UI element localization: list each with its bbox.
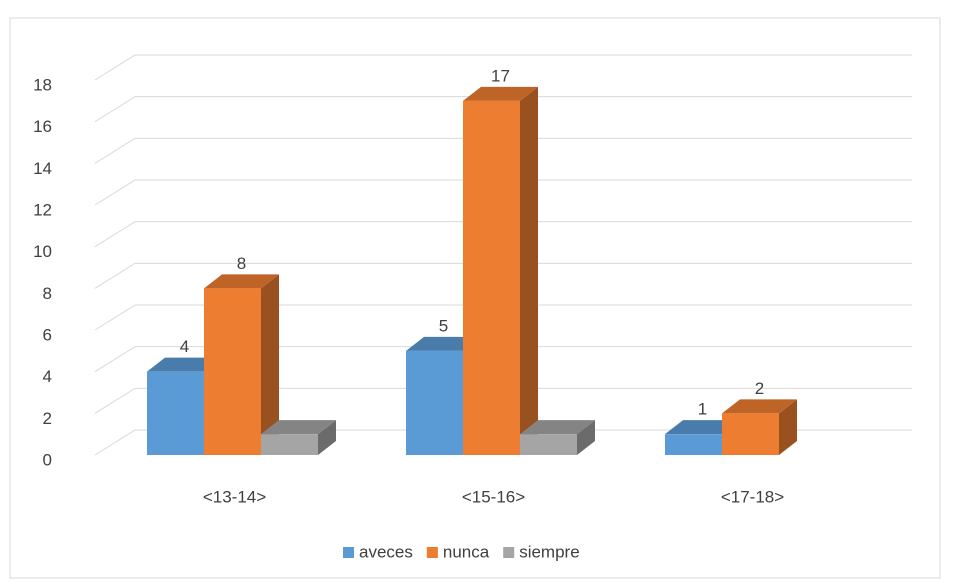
y-tick-label: 8: [43, 284, 52, 303]
bar: [147, 371, 204, 455]
legend-swatch: [343, 547, 354, 558]
grid-line: [94, 54, 912, 81]
x-tick-label: <15-16>: [462, 487, 525, 506]
bar-side: [577, 420, 595, 455]
bar-top: [463, 86, 538, 101]
y-tick-label: 14: [33, 159, 52, 178]
data-label: 5: [439, 316, 448, 335]
bar-top: [406, 336, 481, 351]
legend-label: nunca: [443, 542, 490, 561]
y-tick-label: 0: [43, 450, 52, 469]
y-tick-label: 4: [43, 367, 52, 386]
legend-swatch: [426, 547, 438, 558]
bar-top: [722, 399, 797, 414]
bar-top: [261, 420, 336, 435]
bar-top: [520, 420, 595, 435]
bar-top: [147, 357, 222, 372]
y-tick-label: 6: [43, 325, 52, 344]
data-label: 1: [698, 400, 707, 419]
data-label: 8: [237, 254, 246, 273]
x-tick-label: <13-14>: [203, 487, 266, 506]
bar-side: [261, 274, 279, 455]
bar: [520, 434, 577, 455]
bar-top: [204, 274, 279, 289]
legend-label: siempre: [519, 542, 579, 561]
y-tick-label: 12: [33, 200, 52, 219]
bar: [463, 100, 520, 455]
data-label: 2: [755, 379, 764, 398]
bar: [261, 434, 318, 455]
legend-swatch: [503, 547, 515, 558]
bar-top: [665, 420, 740, 435]
grid-line: [94, 221, 912, 248]
bar-side: [520, 86, 538, 455]
bar-side: [779, 399, 797, 455]
bar-side: [318, 420, 336, 455]
grid-line: [94, 96, 912, 123]
grid-line: [94, 262, 912, 289]
legend-label: aveces: [359, 542, 413, 561]
grid-line: [94, 346, 912, 373]
y-tick-label: 2: [43, 409, 52, 428]
grid-line: [94, 179, 912, 206]
data-label: 4: [180, 337, 189, 356]
x-tick-label: <17-18>: [721, 487, 784, 506]
grid-line: [94, 137, 912, 164]
bar: [406, 350, 463, 455]
y-tick-label: 10: [33, 242, 52, 261]
y-tick-label: 18: [33, 75, 52, 94]
data-label: 17: [491, 66, 510, 85]
grid-line: [94, 429, 912, 456]
bar: [722, 413, 779, 455]
grid-line: [94, 304, 912, 331]
grid-line: [94, 387, 912, 414]
bar: [665, 434, 722, 455]
bar: [204, 288, 261, 455]
y-tick-label: 16: [33, 117, 52, 136]
